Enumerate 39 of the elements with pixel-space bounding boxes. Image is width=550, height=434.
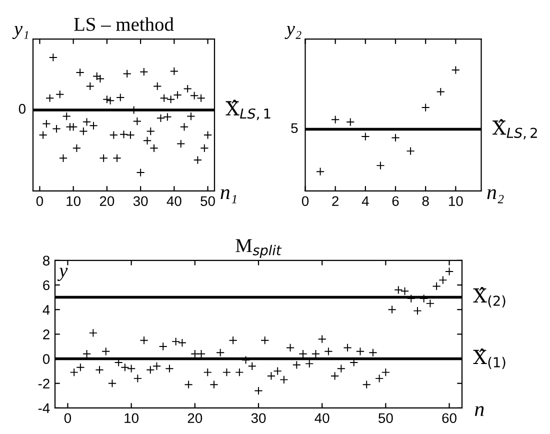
y-axis-title: y₂ — [284, 26, 302, 40]
y-tick-label: -2 — [38, 378, 50, 388]
x-tick-label: 50 — [200, 196, 215, 206]
x-tick-label: 0 — [64, 413, 72, 424]
ref-line-label: X̂$_{(2)}$ — [473, 286, 506, 308]
x-tick-label: 10 — [66, 196, 81, 206]
x-tick-label: 60 — [442, 413, 456, 424]
y-tick-label: -4 — [38, 403, 50, 413]
chart-title: LS – method — [74, 17, 174, 31]
x-axis-title: n₂ — [487, 189, 504, 204]
y-tick-label: 8 — [43, 256, 50, 266]
x-tick-label: 50 — [378, 413, 393, 424]
text: 5 — [291, 123, 298, 134]
x-axis-title: n₁ — [220, 189, 236, 204]
ref-line-label: X̂$_{LS,1}$ — [226, 100, 270, 120]
ref-line-label: X̂$_{(1)}$ — [473, 348, 506, 370]
y-axis-title: y₁ — [12, 26, 28, 40]
x-axis-title: n — [474, 406, 484, 416]
x-tick-label: 40 — [166, 196, 182, 206]
x-tick-label: 6 — [392, 196, 399, 206]
x-tick-label: 10 — [449, 196, 463, 206]
x-tick-label: 10 — [124, 413, 138, 424]
x-tick-label: 4 — [362, 196, 369, 206]
x-tick-label: 20 — [188, 413, 202, 424]
y-axis-title: y — [57, 268, 68, 281]
x-tick-label: 0 — [302, 196, 309, 206]
x-tick-label: 8 — [422, 196, 429, 206]
y-tick-label: 0 — [42, 354, 50, 364]
x-tick-label: 30 — [251, 413, 266, 424]
y-tick-label: 6 — [43, 280, 50, 290]
y-tick-label: 4 — [42, 305, 50, 315]
chart-title: M$_{split}$ — [236, 239, 282, 258]
x-tick-label: 2 — [332, 196, 338, 206]
ref-line-label: X̂$_{LS,2}$ — [492, 119, 537, 140]
x-tick-label: 40 — [314, 413, 330, 424]
x-tick-label: 30 — [133, 196, 148, 206]
x-tick-label: 20 — [100, 196, 114, 206]
text: 0 — [18, 104, 26, 114]
y-tick-label: 2 — [43, 330, 50, 340]
